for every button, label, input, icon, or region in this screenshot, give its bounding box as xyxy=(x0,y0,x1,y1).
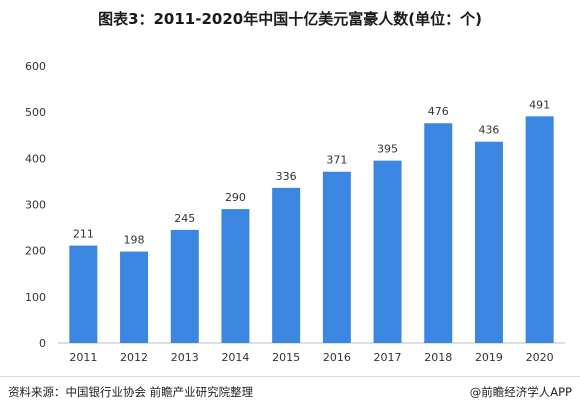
y-tick-label: 100 xyxy=(25,291,46,304)
bar-value-label: 336 xyxy=(276,170,297,183)
bar-value-label: 290 xyxy=(225,191,246,204)
x-tick-label: 2018 xyxy=(424,351,452,364)
bar xyxy=(424,123,453,343)
bar xyxy=(322,171,351,343)
bar-value-label: 395 xyxy=(377,143,398,156)
x-tick-label: 2019 xyxy=(475,351,503,364)
y-tick-label: 200 xyxy=(25,245,46,258)
x-tick-label: 2016 xyxy=(323,351,351,364)
source-note: 资料来源：中国银行业协会 前瞻产业研究院整理 xyxy=(8,385,254,399)
bar-value-label: 491 xyxy=(529,98,550,111)
bar-value-label: 436 xyxy=(478,124,499,137)
bar xyxy=(170,229,199,343)
bar-value-label: 245 xyxy=(174,212,195,225)
bar xyxy=(221,209,250,343)
bar xyxy=(69,245,98,343)
bar xyxy=(272,187,301,343)
x-tick-label: 2011 xyxy=(69,351,97,364)
bar-value-label: 476 xyxy=(428,105,449,118)
x-tick-label: 2015 xyxy=(272,351,300,364)
footer-divider xyxy=(0,376,580,377)
bar-value-label: 371 xyxy=(326,154,347,167)
bar-value-label: 198 xyxy=(124,234,145,247)
bar xyxy=(525,116,554,344)
chart-title: 图表3：2011-2020年中国十亿美元富豪人数(单位：个) xyxy=(98,10,482,28)
x-tick-label: 2020 xyxy=(526,351,554,364)
x-tick-label: 2013 xyxy=(171,351,199,364)
x-tick-label: 2017 xyxy=(374,351,402,364)
x-tick-label: 2014 xyxy=(221,351,249,364)
bar xyxy=(373,160,402,343)
x-tick-label: 2012 xyxy=(120,351,148,364)
bar-value-label: 211 xyxy=(73,228,94,241)
y-tick-label: 500 xyxy=(25,106,46,119)
bar xyxy=(120,251,149,343)
bar xyxy=(474,141,503,343)
y-tick-label: 300 xyxy=(25,199,46,212)
y-tick-label: 600 xyxy=(25,60,46,73)
y-tick-label: 400 xyxy=(25,152,46,165)
y-tick-label: 0 xyxy=(39,337,46,350)
credit-note: @前瞻经济学人APP xyxy=(469,385,572,399)
